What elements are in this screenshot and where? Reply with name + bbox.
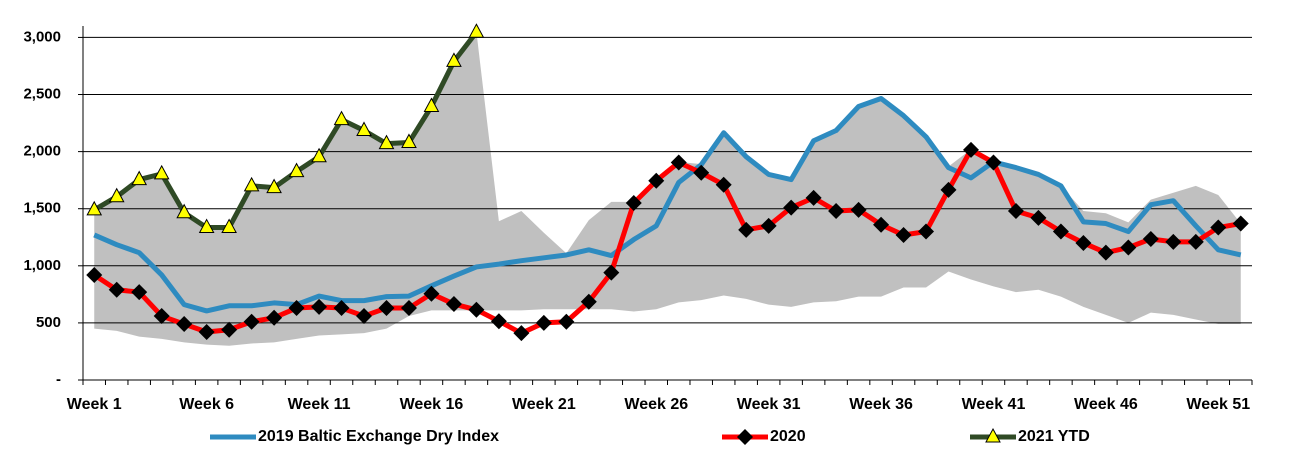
diamond-marker [288,300,305,317]
triangle-marker [288,162,305,178]
y-tick-label: 3,000 [23,28,61,45]
triangle-marker [176,203,193,219]
legend-label: 2019 Baltic Exchange Dry Index [258,428,499,445]
legend-label: 2021 YTD [1018,428,1090,445]
diamond-marker [356,308,373,325]
diamond-marker [378,300,395,317]
triangle-marker [468,23,485,38]
diamond-marker [1097,244,1114,261]
legend-label: 2020 [770,428,806,445]
diamond-marker [603,264,620,281]
diamond-marker [1187,233,1204,250]
y-tick-label: 2,000 [23,143,61,160]
x-tick-label: Week 41 [962,396,1026,413]
x-tick-label: Week 36 [849,396,913,413]
diamond-marker [873,216,890,233]
diamond-marker [850,201,867,218]
diamond-marker [1052,223,1069,240]
diamond-marker [1030,209,1047,226]
range-band [94,31,1241,346]
diamond-marker [805,189,822,206]
diamond-marker [962,141,979,158]
diamond-marker [558,313,575,330]
x-tick-label: Week 51 [1186,396,1250,413]
y-tick-label: - [56,371,61,388]
diamond-marker [513,325,530,342]
diamond-marker [783,199,800,216]
triangle-marker [401,133,417,148]
diamond-marker [1165,233,1182,250]
diamond-marker [423,285,440,302]
diamond-marker [693,164,710,181]
diamond-marker [198,324,215,341]
triangle-marker [311,147,327,163]
diamond-marker [648,172,665,189]
diamond-marker [760,217,777,234]
triangle-marker [198,218,215,234]
triangle-marker [131,170,148,186]
diamond-marker [176,316,193,333]
series-line [93,96,1242,314]
y-tick-label: 1,500 [23,200,61,217]
diamond-marker [918,223,935,240]
triangle-marker [266,178,282,194]
diamond-marker [715,176,732,193]
diamond-marker [1120,239,1137,256]
diamond-marker [153,308,170,325]
diamond-marker [535,314,552,331]
diamond-marker [985,154,1002,171]
x-tick-label: Week 6 [179,396,234,413]
triangle-marker [423,97,440,113]
series-line [92,147,1242,336]
x-tick-label: Week 21 [512,396,576,413]
diamond-marker [738,221,755,238]
diamond-marker [895,226,912,243]
y-tick-label: 500 [36,314,61,331]
diamond-marker [221,321,238,338]
x-tick-label: Week 26 [624,396,688,413]
diamond-marker [670,154,687,171]
diamond-marker [311,298,328,315]
x-tick-label: Week 11 [288,396,351,413]
triangle-marker [221,218,237,234]
triangle-marker [446,52,462,67]
x-tick-label: Week 46 [1074,396,1138,413]
diamond-marker [1007,202,1024,219]
y-tick-label: 2,500 [23,85,61,102]
x-tick-label: Week 1 [67,396,122,413]
diamond-marker [625,195,642,211]
diamond-marker [1210,219,1227,236]
diamond-marker [828,202,845,219]
diamond-marker [333,300,350,317]
diamond-marker [108,281,125,298]
diamond-marker [86,266,103,283]
triangle-marker [985,427,1001,443]
diamond-marker [468,301,485,318]
diamond-marker [1232,215,1249,232]
triangle-marker [108,187,125,203]
triangle-marker [86,200,103,216]
triangle-marker [243,176,260,192]
triangle-marker [153,164,170,180]
diamond-marker [1075,234,1092,251]
diamond-marker [243,313,260,330]
diamond-marker [737,429,753,445]
diamond-marker [490,313,507,330]
triangle-marker [378,134,395,150]
triangle-marker [356,121,372,136]
diamond-marker [1142,230,1159,247]
diamond-marker [266,309,283,326]
x-tick-label: Week 16 [400,396,464,413]
triangle-marker [333,110,350,126]
x-tick-label: Week 31 [737,396,801,413]
diamond-marker [940,181,957,198]
y-tick-label: 1,000 [23,257,61,274]
diamond-marker [445,296,462,313]
diamond-marker [400,300,417,317]
diamond-marker [580,293,597,310]
diamond-marker [131,284,148,301]
